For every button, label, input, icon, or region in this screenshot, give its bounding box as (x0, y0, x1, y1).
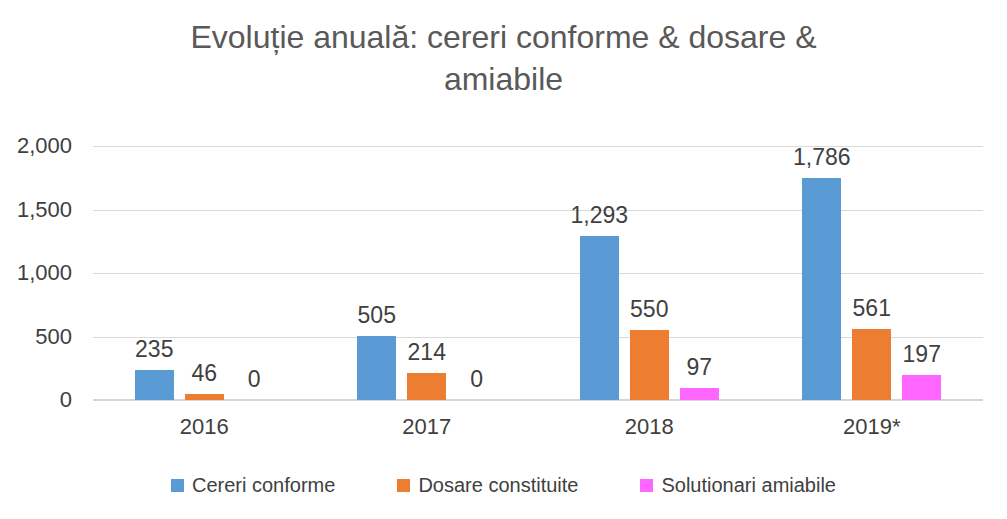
legend-item-dosare-constituite: Dosare constituite (397, 474, 578, 497)
bar-wrap: 550 (630, 146, 669, 400)
x-tick-label-2018: 2018 (538, 414, 761, 440)
bar-group-2019*: 1,786 561 197 (761, 146, 984, 400)
bar-wrap: 1,293 (580, 146, 619, 400)
bar-wrap: 97 (680, 146, 719, 400)
bar-group-2016: 235 46 0 (93, 146, 316, 400)
bar-dosare-constituite (852, 329, 891, 400)
y-tick-label: 500 (35, 324, 72, 350)
bar-groups: 235 46 0 505 214 0 1,293 550 97 1,786 561 197 (93, 146, 983, 400)
bar-value-label: 1,293 (570, 204, 628, 227)
bar-solutionari-amiabile (902, 375, 941, 400)
bar-cereri-conforme (580, 236, 619, 400)
x-tick-label-2016: 2016 (93, 414, 316, 440)
bar-value-label: 197 (903, 343, 941, 366)
chart-title-line1: Evoluție anuală: cereri conforme & dosar… (190, 19, 816, 55)
legend-label: Cereri conforme (192, 474, 335, 497)
legend: Cereri conforme Dosare constituite Solutio… (0, 474, 1007, 497)
bar-chart: Evoluție anuală: cereri conforme & dosar… (0, 0, 1007, 519)
bar-wrap: 235 (135, 146, 174, 400)
bar-wrap: 1,786 (802, 146, 841, 400)
y-tick-label: 1,500 (17, 197, 72, 223)
bar-wrap: 214 (407, 146, 446, 400)
y-tick-label: 1,000 (17, 260, 72, 286)
bar-group-2018: 1,293 550 97 (538, 146, 761, 400)
bar-dosare-constituite (630, 330, 669, 400)
x-axis-labels: 2016201720182019* (93, 414, 983, 440)
bar-value-label: 561 (853, 297, 891, 320)
legend-swatch-icon (397, 479, 410, 492)
bar-value-label: 505 (358, 304, 396, 327)
bar-value-label: 214 (408, 341, 446, 364)
bar-wrap: 0 (457, 146, 496, 400)
bar-value-label: 235 (135, 338, 173, 361)
bar-cereri-conforme (802, 178, 841, 400)
bar-wrap: 0 (235, 146, 274, 400)
chart-title: Evoluție anuală: cereri conforme & dosar… (0, 16, 1007, 100)
x-tick-label-2019*: 2019* (761, 414, 984, 440)
bar-value-label: 46 (191, 362, 217, 385)
chart-title-line2: amiabile (444, 61, 563, 97)
legend-item-solutionari-amiabile: Solutionari amiabile (640, 474, 836, 497)
bar-cereri-conforme (357, 336, 396, 400)
x-tick-label-2017: 2017 (316, 414, 539, 440)
bar-value-label: 97 (686, 356, 712, 379)
legend-label: Dosare constituite (418, 474, 578, 497)
bar-dosare-constituite (407, 373, 446, 400)
bar-value-label: 550 (630, 298, 668, 321)
bar-wrap: 46 (185, 146, 224, 400)
bar-group-2017: 505 214 0 (316, 146, 539, 400)
y-tick-label: 2,000 (17, 133, 72, 159)
bar-wrap: 561 (852, 146, 891, 400)
y-axis: 05001,0001,5002,000 (0, 146, 72, 400)
legend-label: Solutionari amiabile (661, 474, 836, 497)
bar-wrap: 505 (357, 146, 396, 400)
y-tick-label: 0 (60, 387, 72, 413)
legend-swatch-icon (171, 479, 184, 492)
bar-value-label: 1,786 (793, 146, 851, 169)
legend-item-cereri-conforme: Cereri conforme (171, 474, 335, 497)
bar-value-label: 0 (470, 368, 483, 391)
legend-swatch-icon (640, 479, 653, 492)
bar-dosare-constituite (185, 394, 224, 400)
bar-solutionari-amiabile (680, 388, 719, 400)
bar-wrap: 197 (902, 146, 941, 400)
bar-cereri-conforme (135, 370, 174, 400)
plot-area: 235 46 0 505 214 0 1,293 550 97 1,786 561 197 (93, 146, 983, 400)
bar-value-label: 0 (248, 368, 261, 391)
